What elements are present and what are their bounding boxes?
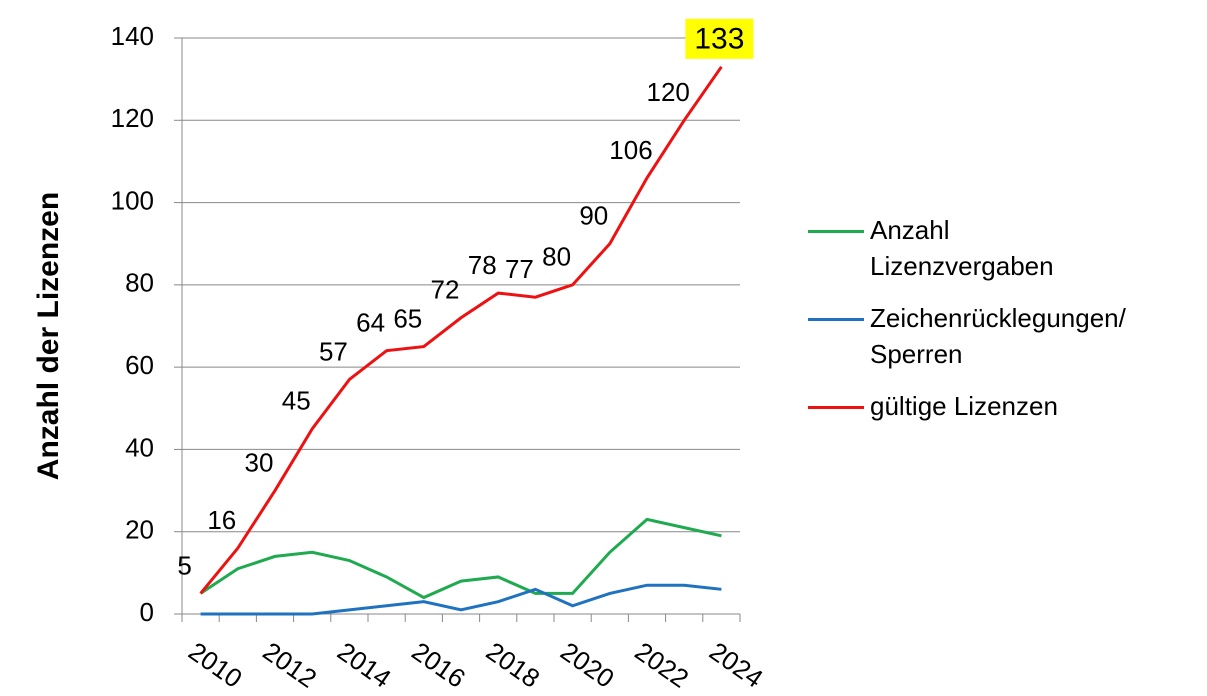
data-label: 5 [177,550,191,580]
legend-item: Anzahl Lizenzvergaben [808,212,1138,284]
x-tick-label: 2014 [332,636,397,694]
y-tick-label: 60 [125,350,154,380]
y-tick-label: 120 [111,103,154,133]
data-label: 16 [207,505,236,535]
data-label: 133 [694,23,744,56]
x-tick-label: 2024 [704,636,769,694]
series-line [199,517,722,600]
y-tick-label: 20 [125,515,154,545]
data-label: 57 [319,336,348,366]
data-label: 106 [609,135,652,165]
x-tick-label: 2020 [555,636,620,694]
y-tick-label: 80 [125,268,154,298]
legend-label: Anzahl Lizenzvergaben [870,215,1054,281]
data-label: 120 [647,77,690,107]
series-line [200,583,722,616]
data-label: 64 [356,308,385,338]
data-label: 77 [505,254,534,284]
legend-label: Zeichenrücklegungen/ Sperren [870,303,1126,369]
y-tick-label: 100 [111,185,154,215]
x-tick-label: 2022 [630,636,695,694]
data-label: 80 [542,242,571,272]
x-tick-label: 2018 [481,636,546,694]
legend-item: Zeichenrücklegungen/ Sperren [808,300,1138,372]
data-label: 45 [282,386,311,416]
legend: Anzahl Lizenzvergaben Zeichenrücklegungen… [808,212,1138,440]
y-tick-label: 0 [140,597,154,627]
y-tick-label: 40 [125,432,154,462]
y-tick-label: 140 [111,21,154,51]
y-axis-title: Anzahl der Lizenzen [32,192,65,480]
legend-item: gültige Lizenzen [808,388,1138,424]
x-tick-label: 2012 [258,636,323,694]
data-label: 78 [468,250,497,280]
x-tick-label: 2016 [406,636,471,694]
legend-label: gültige Lizenzen [870,391,1058,421]
data-label: 90 [579,201,608,231]
data-label: 72 [431,275,460,305]
legend-swatch [808,406,864,409]
data-label: 65 [393,303,422,333]
data-label: 30 [245,447,274,477]
series-line [199,65,723,595]
highlight [685,18,754,59]
legend-swatch [808,318,864,321]
legend-swatch [808,230,864,233]
x-tick-label: 2010 [183,636,248,694]
